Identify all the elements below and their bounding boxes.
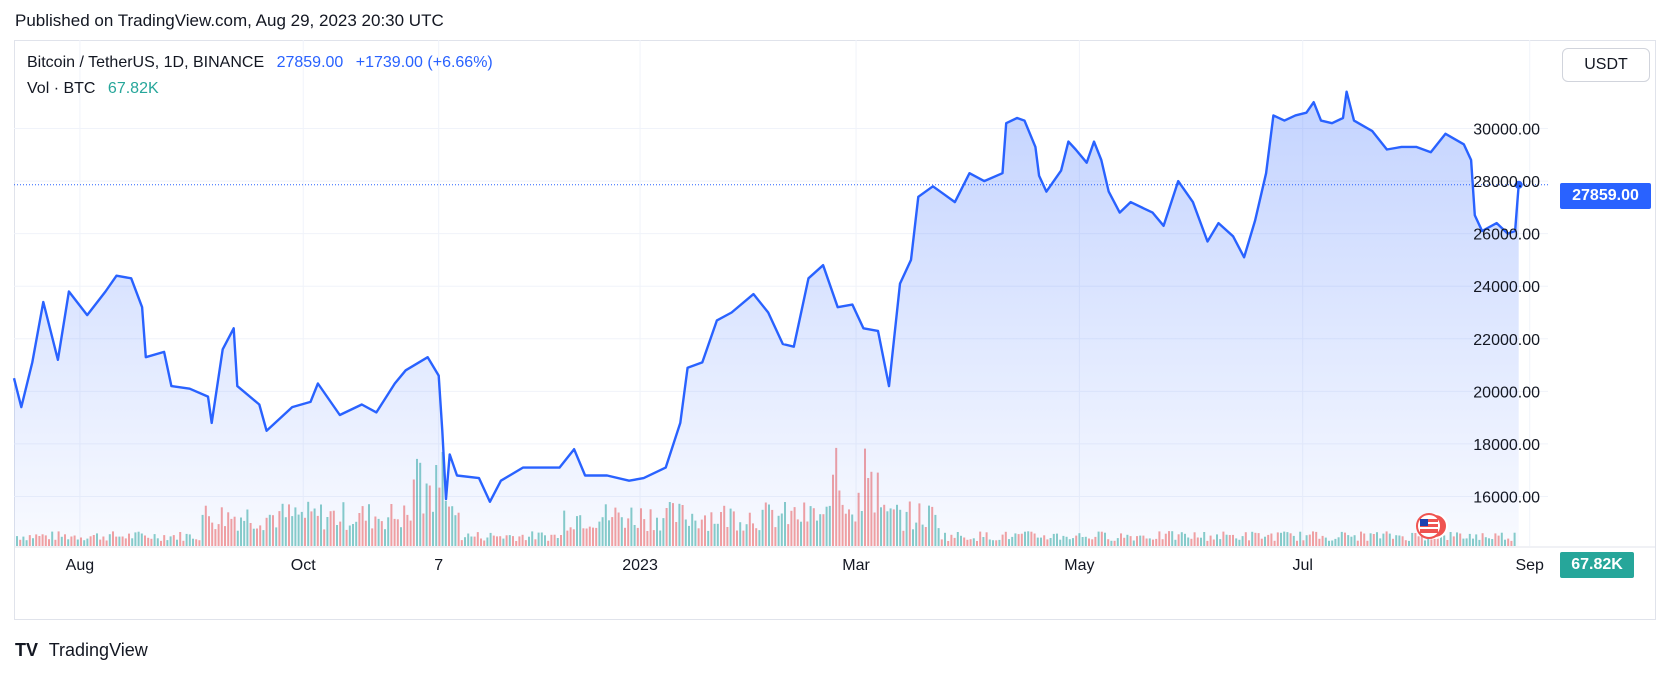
volume-legend: Vol · BTC 67.82K [27,80,159,98]
flag-stripe [1420,522,1438,524]
flag-canton [1420,519,1428,526]
y-tick-label: 22000.00 [1473,332,1540,349]
x-tick-label: Jul [1292,557,1312,574]
y-tick-label: 28000.00 [1473,174,1540,191]
symbol-name[interactable]: Bitcoin / TetherUS, 1D, BINANCE [27,54,265,71]
x-tick-label: Aug [66,557,94,574]
currency-button[interactable]: USDT [1562,48,1650,82]
x-tick-label: May [1064,557,1094,574]
price-area-fill [14,91,1519,546]
volume-value: 67.82K [107,80,159,97]
y-tick-label: 24000.00 [1473,279,1540,296]
last-price-tag: 27859.00 [1560,183,1651,209]
last-price: 27859.00 [276,54,344,71]
flag-stripe [1420,527,1438,529]
axis-labels: 16000.00 18000.00 20000.00 22000.00 24000.00… [66,122,1544,575]
footer-brand[interactable]: TV TradingView [15,640,148,661]
price-change: +1739.00 (+6.66%) [355,54,493,71]
volume-label: Vol · BTC [27,80,96,97]
symbol-legend: Bitcoin / TetherUS, 1D, BINANCE 27859.00… [27,54,493,72]
published-caption: Published on TradingView.com, Aug 29, 20… [15,11,444,30]
volume-tag: 67.82K [1560,552,1634,578]
x-tick-label: Oct [291,557,316,574]
price-line [12,90,1520,503]
chart-frame [14,40,1656,620]
brand-name: TradingView [48,640,148,660]
last-price-dot [1514,180,1523,189]
tradingview-logo-icon: TV [15,640,39,660]
y-tick-label: 20000.00 [1473,384,1540,401]
y-tick-label: 16000.00 [1473,490,1540,507]
x-tick-label: 7 [434,557,443,574]
price-area [12,90,1548,546]
x-tick-label: 2023 [622,557,658,574]
us-flag-icon [1416,513,1448,539]
y-tick-label: 26000.00 [1473,227,1540,244]
x-tick-label: Mar [842,557,870,574]
y-tick-label: 18000.00 [1473,437,1540,454]
y-tick-label: 30000.00 [1473,122,1540,139]
x-tick-label: Sep [1515,557,1544,574]
